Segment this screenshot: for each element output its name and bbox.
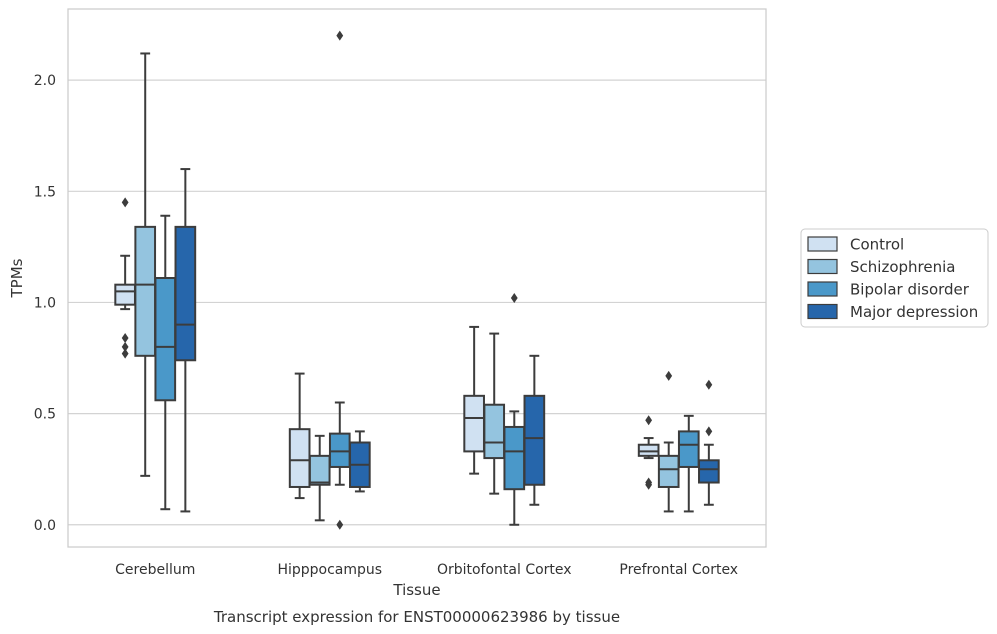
legend-label: Schizophrenia	[850, 258, 955, 276]
x-tick-label: Orbitofontal Cortex	[437, 562, 572, 578]
legend-items: Control Schizophrenia Bipolar disorder Majo…	[807, 236, 978, 321]
outlier-marker	[510, 293, 518, 304]
box-group	[114, 197, 136, 359]
box-group	[308, 434, 331, 522]
outlier-marker	[645, 479, 653, 490]
box	[523, 394, 546, 486]
box	[114, 283, 136, 306]
box-group	[677, 414, 700, 513]
x-axis-ticks: Cerebellum Hipppocampus Orbitofontal Corte…	[115, 562, 738, 578]
box	[698, 459, 720, 484]
box	[503, 425, 526, 491]
legend: Control Schizophrenia Bipolar disorder Majo…	[800, 228, 989, 328]
y-axis-label: TPMs	[8, 258, 26, 298]
box-plots	[114, 30, 720, 530]
box	[677, 430, 700, 468]
legend-label: Major depression	[850, 303, 978, 321]
box-group	[463, 325, 485, 475]
box	[637, 443, 660, 457]
box-group	[698, 379, 720, 506]
legend-swatch	[807, 236, 838, 252]
outlier-marker	[121, 333, 129, 344]
legend-frame	[800, 228, 989, 328]
x-axis-label: Tissue	[392, 581, 440, 599]
box-group	[657, 370, 680, 513]
legend-swatch	[807, 303, 838, 320]
box-group	[288, 372, 311, 500]
y-tick-label: 1.5	[34, 184, 56, 200]
chart-caption: Transcript expression for ENST0000062398…	[213, 608, 620, 626]
y-tick-label: 0.5	[34, 407, 56, 423]
box	[657, 454, 680, 488]
y-tick-label: 0.0	[34, 518, 56, 534]
box	[154, 277, 177, 402]
outlier-marker	[336, 519, 344, 530]
plot-frame	[67, 8, 767, 548]
legend-swatch	[807, 281, 838, 297]
box-group	[523, 354, 546, 506]
y-axis-ticks: 0.0 0.5 1.0 1.5 2.0	[34, 73, 56, 534]
outlier-marker	[121, 197, 129, 208]
outlier-marker	[336, 30, 344, 41]
outlier-marker	[121, 348, 129, 359]
legend-label: Control	[850, 236, 904, 254]
outlier-marker	[665, 370, 673, 381]
y-tick-label: 2.0	[34, 73, 56, 89]
box-group	[134, 52, 157, 477]
box	[308, 454, 331, 486]
box	[288, 428, 311, 488]
outlier-marker	[705, 379, 713, 390]
box-group	[483, 332, 506, 495]
legend-swatch	[807, 258, 838, 275]
box	[463, 394, 485, 453]
box	[134, 225, 157, 357]
legend-label: Bipolar disorder	[850, 281, 970, 299]
x-tick-label: Hipppocampus	[277, 562, 382, 578]
x-tick-label: Prefrontal Cortex	[619, 562, 738, 578]
outlier-marker	[645, 415, 653, 426]
box-group	[637, 415, 660, 490]
outlier-marker	[705, 426, 713, 437]
outlier-marker	[121, 341, 129, 352]
box-group	[349, 430, 371, 493]
x-tick-label: Cerebellum	[115, 562, 195, 578]
box	[328, 432, 351, 468]
y-tick-label: 1.0	[34, 295, 56, 311]
box	[483, 403, 506, 460]
box-group	[174, 168, 197, 513]
box	[174, 225, 197, 362]
